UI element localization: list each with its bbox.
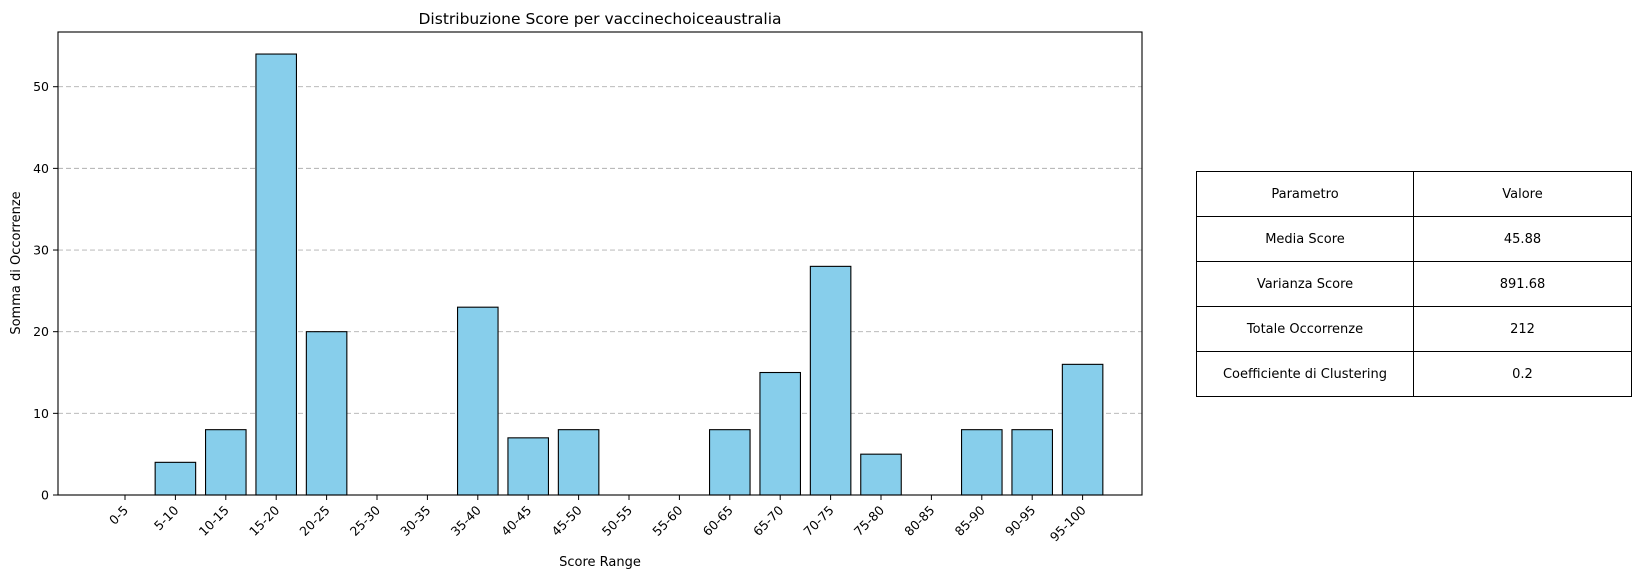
x-tick-label: 5-10	[151, 502, 182, 533]
x-tick-label: 95-100	[1047, 502, 1089, 544]
bar	[809, 265, 852, 496]
table-header-cell: Parametro	[1196, 171, 1414, 217]
x-tick-label: 35-40	[448, 502, 484, 538]
bar	[1011, 429, 1054, 496]
bar	[1061, 363, 1104, 496]
table-cell-parameter: Totale Occorrenze	[1196, 306, 1414, 352]
bar	[759, 371, 802, 496]
table-cell-value: 212	[1413, 306, 1632, 352]
x-tick-label: 45-50	[548, 502, 584, 538]
table-row: Totale Occorrenze 212	[1196, 306, 1632, 352]
table-header-row: Parametro Valore	[1196, 171, 1632, 217]
x-tick-label: 0-5	[106, 503, 131, 528]
bar	[205, 429, 247, 496]
bar	[456, 306, 499, 496]
x-tick-label: 15-20	[246, 502, 282, 538]
x-tick-label: 80-85	[901, 503, 937, 539]
stats-table: Parametro Valore Media Score 45.88 Varia…	[1196, 171, 1632, 397]
x-tick-label: 25-30	[347, 502, 383, 538]
bars	[154, 53, 1104, 496]
x-tick-label: 50-55	[599, 503, 635, 539]
table-cell-value: 45.88	[1413, 216, 1632, 262]
table-cell-parameter: Coefficiente di Clustering	[1196, 351, 1414, 397]
table-row: Coefficiente di Clustering 0.2	[1196, 351, 1632, 397]
table-row: Media Score 45.88	[1196, 216, 1632, 262]
y-tick-label: 0	[41, 488, 49, 503]
x-tick-label: 20-25	[296, 503, 332, 539]
x-axis-label: Score Range	[559, 555, 641, 570]
x-tick-label: 70-75	[800, 503, 836, 539]
bar	[305, 331, 348, 496]
bar	[860, 453, 902, 496]
x-tick-label: 90-95	[1002, 503, 1038, 539]
table-cell-value: 891.68	[1413, 261, 1632, 307]
table-cell-value: 0.2	[1413, 351, 1632, 397]
bar	[154, 461, 197, 496]
chart-title: Distribuzione Score per vaccinechoiceaus…	[419, 10, 782, 28]
table-row: Varianza Score 891.68	[1196, 261, 1632, 307]
x-tick-label: 85-90	[952, 502, 988, 538]
plot-frame	[57, 31, 1143, 496]
x-tick-label: 60-65	[700, 503, 736, 539]
bar	[960, 429, 1003, 496]
x-tick-label: 75-80	[851, 502, 887, 538]
grid-lines	[58, 86, 1142, 414]
bar	[708, 429, 751, 496]
x-tick-label: 40-45	[498, 503, 534, 539]
y-axis-label: Somma di Occorrenze	[9, 191, 24, 334]
y-tick-label: 50	[33, 79, 49, 94]
x-axis: 0-5 5-10 10-15 15-20 20-25 25-30 30-35 35-40 40-…	[106, 495, 1089, 544]
y-tick-label: 10	[33, 406, 49, 421]
y-axis: 0 10 20 30 40 50	[33, 79, 58, 503]
y-tick-label: 20	[33, 324, 49, 339]
x-tick-label: 10-15	[196, 503, 232, 539]
x-tick-label: 65-70	[750, 502, 786, 538]
bar	[507, 437, 550, 496]
y-tick-label: 40	[33, 161, 49, 176]
table-cell-parameter: Media Score	[1196, 216, 1414, 262]
table-header-cell: Valore	[1413, 171, 1632, 217]
bar	[255, 53, 297, 496]
bar	[557, 429, 600, 496]
y-tick-label: 30	[33, 243, 49, 258]
table-cell-parameter: Varianza Score	[1196, 261, 1414, 307]
x-tick-label: 30-35	[397, 503, 433, 539]
x-tick-label: 55-60	[649, 502, 685, 538]
